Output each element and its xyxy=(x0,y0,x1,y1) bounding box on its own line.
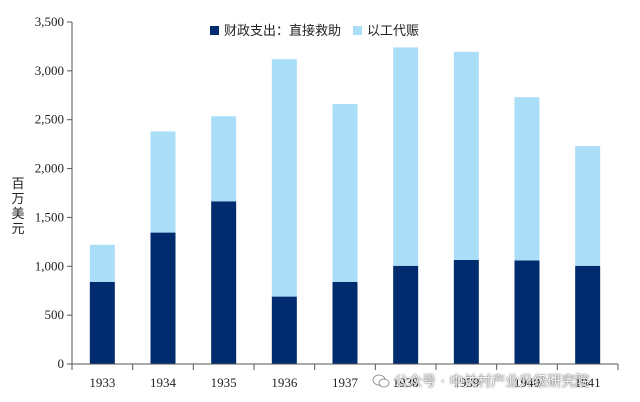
bar-work-relief xyxy=(332,104,358,282)
legend-label: 财政支出：直接救助 xyxy=(224,23,341,39)
bar-direct-relief xyxy=(453,259,479,364)
bar-direct-relief xyxy=(575,265,601,364)
y-tick-label: 3,500 xyxy=(35,14,64,29)
y-tick-label: 0 xyxy=(58,356,65,371)
bar-work-relief xyxy=(89,244,115,282)
y-axis-label-char: 美 xyxy=(11,207,24,222)
bar-work-relief xyxy=(575,146,601,266)
bar-group xyxy=(89,47,601,364)
bar-work-relief xyxy=(271,59,297,297)
y-tick-label: 2,000 xyxy=(35,161,64,176)
y-tick-label: 1,000 xyxy=(35,258,64,273)
watermark: 公众号 · 中关村产业升级研究院 xyxy=(372,371,589,391)
bar-direct-relief xyxy=(89,281,115,364)
x-tick-label: 1933 xyxy=(89,375,115,390)
bar-direct-relief xyxy=(393,265,419,364)
bar-work-relief xyxy=(393,47,419,266)
legend-swatch xyxy=(210,26,219,35)
y-tick-label: 2,500 xyxy=(35,112,64,127)
y-tick-label: 1,500 xyxy=(35,209,64,224)
legend-swatch xyxy=(353,26,363,35)
bar-work-relief xyxy=(514,97,540,261)
x-tick-label: 1935 xyxy=(211,375,237,390)
watermark-text: 公众号 · 中关村产业升级研究院 xyxy=(394,374,590,390)
bar-work-relief xyxy=(150,131,176,233)
x-tick-label: 1934 xyxy=(150,375,177,390)
y-axis-label-char: 百 xyxy=(11,177,24,192)
y-axis-label-char: 万 xyxy=(11,192,24,207)
bar-direct-relief xyxy=(332,281,358,364)
wechat-icon xyxy=(372,374,390,388)
bar-work-relief xyxy=(453,51,479,260)
bar-work-relief xyxy=(211,116,237,202)
y-tick-label: 500 xyxy=(45,307,65,322)
x-tick-label: 1936 xyxy=(271,375,298,390)
bar-direct-relief xyxy=(211,201,237,364)
chart-legend: 财政支出：直接救助 以工代赈 xyxy=(210,23,419,39)
y-tick-label: 3,000 xyxy=(35,63,64,78)
x-axis: 1933 1934 1935 1936 1937 1938 1939 1940 1941 xyxy=(71,363,619,390)
x-tick-label: 1940 xyxy=(514,375,540,390)
y-axis-label-char: 元 xyxy=(11,222,24,237)
x-tick-label: 1938 xyxy=(393,375,419,390)
legend-label: 以工代赈 xyxy=(367,24,419,39)
x-tick-label: 1941 xyxy=(575,375,601,390)
x-tick-label: 1939 xyxy=(453,375,479,390)
bar-direct-relief xyxy=(514,260,540,364)
bar-direct-relief xyxy=(271,296,297,364)
bar-direct-relief xyxy=(150,232,176,364)
x-tick-label: 1937 xyxy=(332,375,359,390)
y-axis: 0 500 1,000 1,500 2,000 2,500 3,000 3,500 xyxy=(35,14,73,371)
